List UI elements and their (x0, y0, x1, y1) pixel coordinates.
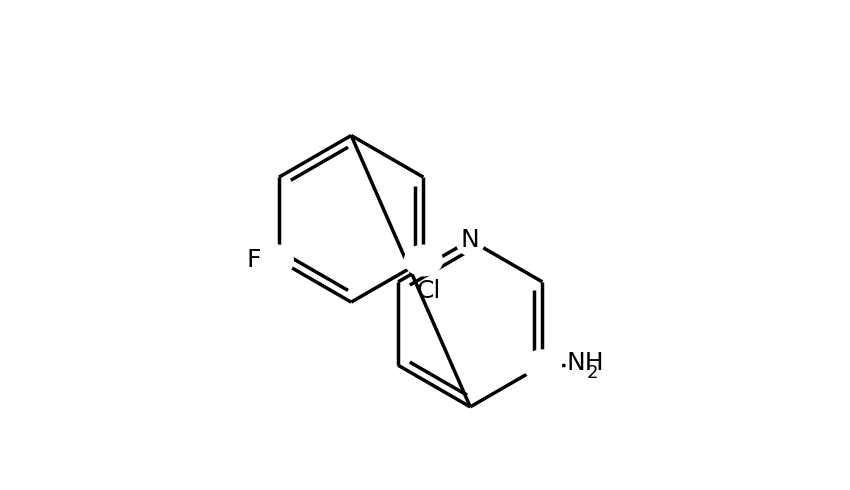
Text: 2: 2 (586, 364, 598, 382)
Text: N: N (461, 228, 479, 252)
Text: F: F (246, 248, 261, 272)
Text: NH: NH (566, 351, 604, 375)
Ellipse shape (264, 245, 293, 276)
Ellipse shape (456, 225, 484, 255)
Text: Cl: Cl (416, 279, 441, 302)
Ellipse shape (524, 350, 562, 380)
Ellipse shape (405, 245, 442, 276)
